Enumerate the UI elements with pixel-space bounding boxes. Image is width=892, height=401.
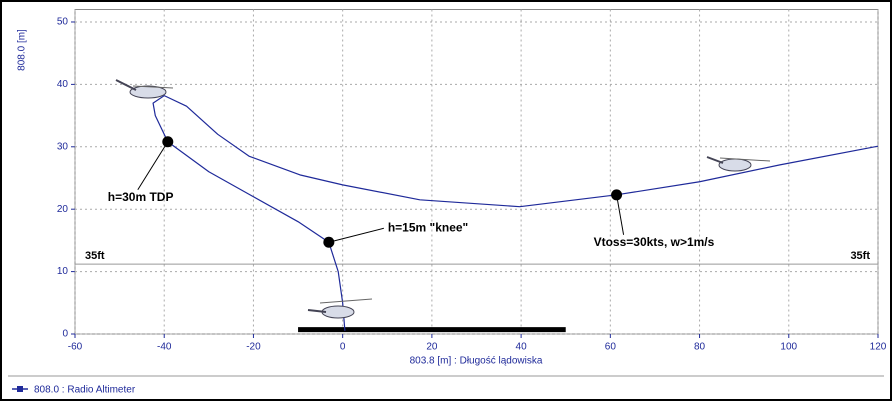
y-tick-label: 20 xyxy=(57,204,69,215)
chart: 808.0 [m] 803.8 [m] : Długość lądowiska … xyxy=(0,0,892,401)
annotation-marker xyxy=(323,237,334,248)
y-tick-label: 30 xyxy=(57,141,69,152)
x-axis-label: 803.8 [m] : Długość lądowiska xyxy=(410,356,543,367)
annotation-label: Vtoss=30kts, w>1m/s xyxy=(594,235,715,249)
x-tick-label: 20 xyxy=(426,342,438,353)
legend-marker xyxy=(17,386,23,392)
x-tick-label: 40 xyxy=(516,342,528,353)
reference-label: 35ft xyxy=(850,250,870,262)
x-tick-label: 120 xyxy=(870,342,887,353)
annotation-marker xyxy=(611,189,622,200)
annotation-label: h=30m TDP xyxy=(108,190,174,204)
y-tick-label: 10 xyxy=(57,266,69,277)
y-tick-label: 0 xyxy=(62,329,68,340)
reference-label: 35ft xyxy=(85,250,105,262)
y-tick-label: 40 xyxy=(57,79,69,90)
y-tick-label: 50 xyxy=(57,17,69,28)
x-tick-label: 80 xyxy=(694,342,706,353)
x-tick-label: -20 xyxy=(246,342,261,353)
x-tick-label: 100 xyxy=(780,342,797,353)
y-axis-label: 808.0 [m] xyxy=(17,29,28,71)
annotation-label: h=15m "knee" xyxy=(388,220,468,234)
x-tick-label: 60 xyxy=(605,342,617,353)
x-tick-label: -60 xyxy=(68,342,83,353)
x-tick-label: 0 xyxy=(340,342,346,353)
x-tick-label: -40 xyxy=(157,342,172,353)
legend-label: 808.0 : Radio Altimeter xyxy=(34,385,136,396)
annotation-marker xyxy=(162,136,173,147)
